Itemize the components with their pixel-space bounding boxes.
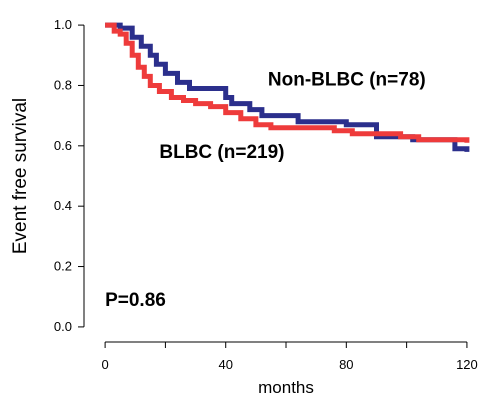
series-line-non-blbc xyxy=(105,22,470,152)
y-tick-label: 0.4 xyxy=(54,198,72,213)
y-tick-label: 0.8 xyxy=(54,77,72,92)
y-tick-label: 0.2 xyxy=(54,259,72,274)
y-tick-label: 0.6 xyxy=(54,138,72,153)
y-axis-title: Event free survival xyxy=(10,98,31,254)
annotation-label: Non-BLBC (n=78) xyxy=(268,69,426,90)
series-line-blbc xyxy=(105,22,470,143)
annotation-label: P=0.86 xyxy=(105,290,166,311)
axes: 0.0 0.2 0.4 0.6 0.8 1.0 0 40 80 120 xyxy=(54,17,478,372)
series-group xyxy=(105,22,470,152)
x-tick-label: 40 xyxy=(218,357,232,372)
x-tick-label: 0 xyxy=(101,357,108,372)
y-tick-label: 1.0 xyxy=(54,17,72,32)
annotations: Non-BLBC (n=78) BLBC (n=219) P=0.86 xyxy=(105,69,426,310)
x-axis-title: months xyxy=(258,378,314,397)
annotation-label: BLBC (n=219) xyxy=(159,142,284,163)
y-tick-label: 0.0 xyxy=(54,319,72,334)
x-tick-label: 80 xyxy=(339,357,353,372)
x-tick-label: 120 xyxy=(456,357,478,372)
